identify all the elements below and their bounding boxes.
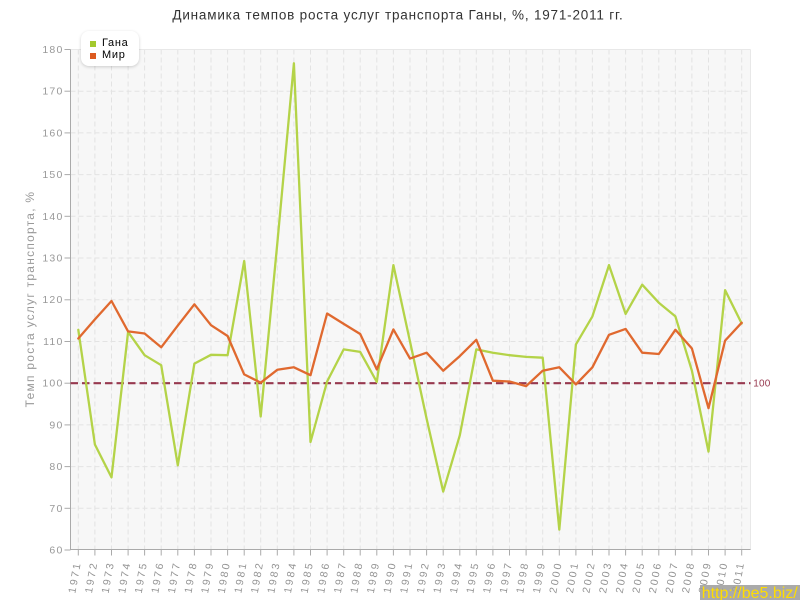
svg-text:120: 120: [42, 294, 63, 306]
svg-text:100: 100: [42, 378, 63, 390]
svg-text:1974: 1974: [116, 560, 133, 594]
svg-text:1992: 1992: [415, 560, 432, 594]
svg-text:1987: 1987: [332, 560, 349, 594]
svg-text:140: 140: [42, 211, 63, 223]
svg-text:1983: 1983: [265, 560, 282, 594]
svg-text:130: 130: [42, 253, 63, 265]
svg-text:2003: 2003: [597, 560, 614, 594]
svg-text:1993: 1993: [431, 560, 448, 594]
svg-text:170: 170: [42, 86, 63, 98]
svg-text:Динамика темпов роста услуг тр: Динамика темпов роста услуг транспорта Г…: [172, 8, 623, 23]
svg-text:1994: 1994: [448, 560, 465, 594]
svg-text:1982: 1982: [249, 560, 266, 594]
svg-text:2001: 2001: [564, 560, 581, 594]
svg-text:1991: 1991: [398, 560, 415, 594]
svg-text:1990: 1990: [382, 560, 399, 594]
svg-text:1998: 1998: [514, 560, 531, 594]
svg-text:2007: 2007: [664, 560, 681, 594]
svg-text:1972: 1972: [83, 560, 100, 594]
svg-text:1985: 1985: [299, 560, 316, 594]
svg-text:1997: 1997: [498, 560, 515, 594]
svg-text:90: 90: [49, 419, 63, 431]
svg-text:1978: 1978: [183, 560, 200, 594]
svg-text:2004: 2004: [614, 560, 631, 594]
svg-text:Темп роста услуг транспорта, %: Темп роста услуг транспорта, %: [23, 191, 37, 408]
svg-text:1979: 1979: [199, 560, 216, 594]
svg-text:1981: 1981: [232, 560, 249, 594]
svg-text:1984: 1984: [282, 560, 299, 594]
svg-text:1989: 1989: [365, 560, 382, 594]
svg-text:1995: 1995: [464, 560, 481, 594]
svg-text:1977: 1977: [166, 560, 183, 594]
svg-text:1971: 1971: [66, 560, 83, 594]
svg-text:2002: 2002: [581, 560, 598, 594]
svg-text:1976: 1976: [149, 560, 166, 594]
svg-text:1999: 1999: [531, 560, 548, 594]
svg-text:2008: 2008: [680, 560, 697, 594]
svg-text:100: 100: [753, 379, 771, 390]
svg-text:150: 150: [42, 169, 63, 181]
svg-text:180: 180: [42, 44, 63, 56]
svg-text:60: 60: [49, 545, 63, 557]
svg-text:1980: 1980: [216, 560, 233, 594]
svg-text:110: 110: [43, 336, 63, 348]
svg-text:1986: 1986: [315, 560, 332, 594]
svg-text:1973: 1973: [100, 560, 117, 594]
svg-text:2005: 2005: [630, 560, 647, 594]
svg-text:1988: 1988: [348, 560, 365, 594]
svg-text:160: 160: [42, 127, 63, 139]
svg-text:70: 70: [49, 503, 63, 515]
svg-text:80: 80: [49, 461, 63, 473]
svg-text:2006: 2006: [647, 560, 664, 594]
svg-text:1975: 1975: [133, 560, 150, 594]
svg-text:1996: 1996: [481, 560, 498, 594]
svg-text:2000: 2000: [547, 560, 564, 594]
